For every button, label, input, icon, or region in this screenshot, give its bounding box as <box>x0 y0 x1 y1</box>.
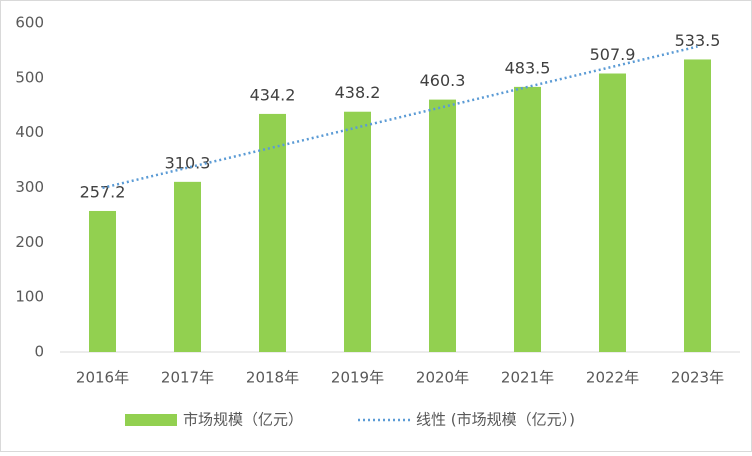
data-label: 257.2 <box>80 182 126 201</box>
y-tick-label: 600 <box>15 14 44 32</box>
trend-line <box>102 45 698 190</box>
y-tick-label: 400 <box>15 123 44 141</box>
y-tick-label: 500 <box>15 68 44 86</box>
x-tick-label: 2017年 <box>161 369 214 387</box>
x-tick-label: 2022年 <box>586 369 639 387</box>
y-tick-label: 100 <box>15 288 44 306</box>
data-label: 460.3 <box>420 71 466 90</box>
legend-swatch <box>125 414 177 426</box>
bar <box>259 113 286 352</box>
data-label: 310.3 <box>165 153 211 172</box>
y-tick-label: 200 <box>15 233 44 251</box>
data-label: 533.5 <box>675 31 721 50</box>
bar <box>684 59 711 352</box>
bar <box>344 111 371 352</box>
data-label: 483.5 <box>505 58 551 77</box>
x-tick-label: 2023年 <box>671 369 724 387</box>
legend-label: 市场规模（亿元） <box>183 411 303 429</box>
bar <box>599 73 626 353</box>
legend-label: 线性 (市场规模（亿元）) <box>416 411 575 429</box>
data-label: 507.9 <box>590 45 636 64</box>
bar <box>174 181 201 352</box>
x-tick-label: 2016年 <box>76 369 129 387</box>
data-label: 434.2 <box>250 85 296 104</box>
y-tick-label: 0 <box>34 343 44 361</box>
bar <box>514 86 541 353</box>
bar <box>89 210 116 352</box>
x-tick-label: 2019年 <box>331 369 384 387</box>
x-tick-label: 2021年 <box>501 369 554 387</box>
y-tick-label: 300 <box>15 178 44 196</box>
bar <box>429 99 456 352</box>
x-tick-label: 2020年 <box>416 369 469 387</box>
data-label: 438.2 <box>335 83 381 102</box>
x-tick-label: 2018年 <box>246 369 299 387</box>
